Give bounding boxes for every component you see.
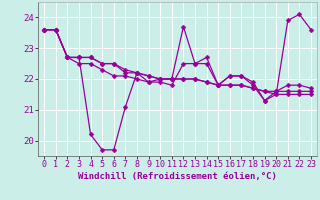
X-axis label: Windchill (Refroidissement éolien,°C): Windchill (Refroidissement éolien,°C) (78, 172, 277, 181)
